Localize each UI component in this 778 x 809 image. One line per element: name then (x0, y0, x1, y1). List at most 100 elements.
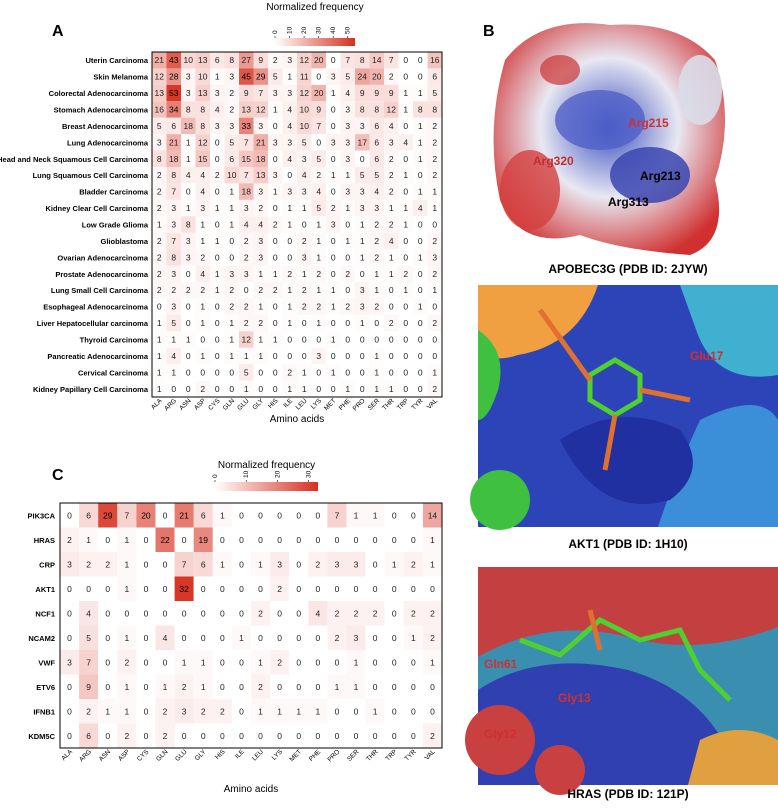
cell-label: 1 (302, 384, 307, 394)
heatmap-cell (289, 650, 309, 675)
cell-label: 1 (373, 510, 378, 520)
heatmap-cell (195, 282, 210, 299)
cell-label: 2 (277, 657, 282, 667)
cell-label: 2 (389, 170, 394, 180)
cell-label: 0 (354, 731, 359, 741)
cell-label: 4 (287, 105, 292, 115)
heatmap-cell (251, 650, 271, 675)
cell-label: 0 (403, 252, 408, 262)
cell-label: 1 (86, 535, 91, 545)
heatmap-cell (136, 625, 156, 650)
cell-label: 18 (169, 154, 179, 164)
cell-label: 0 (239, 706, 244, 716)
cell-label: 0 (258, 510, 263, 520)
column-label: ASP (117, 748, 131, 762)
heatmap-cell (413, 298, 428, 315)
colorbar-title: Normalized frequency (266, 2, 363, 13)
heatmap-cell (155, 601, 175, 626)
heatmap-cell (403, 527, 423, 552)
heatmap-cell (155, 674, 175, 699)
cell-label: 0 (389, 367, 394, 377)
cell-label: 3 (273, 170, 278, 180)
heatmap-cell (174, 625, 194, 650)
heatmap-cell (427, 134, 442, 151)
heatmap-cell (174, 552, 194, 577)
heatmap-cell (308, 601, 328, 626)
cell-label: 4 (200, 269, 205, 279)
cell-label: 0 (354, 706, 359, 716)
cell-label: 2 (200, 384, 205, 394)
heatmap-cell (308, 576, 328, 601)
heatmap-cell (403, 576, 423, 601)
cell-label: 16 (155, 105, 165, 115)
cell-label: 3 (331, 220, 336, 230)
heatmap-cell (384, 84, 399, 102)
heatmap-cell (253, 167, 268, 184)
heatmap-cell (268, 101, 283, 118)
residue-label: Arg213 (640, 169, 681, 183)
heatmap-cell (369, 265, 384, 282)
heatmap-cell (181, 84, 196, 102)
cell-label: 5 (229, 137, 234, 147)
cell-label: 4 (200, 170, 205, 180)
cell-label: 1 (157, 367, 162, 377)
heatmap-cell (152, 232, 167, 250)
cell-label: 20 (314, 88, 324, 98)
cell-label: 1 (302, 203, 307, 213)
heatmap-cell (384, 601, 404, 626)
heatmap-cell (193, 723, 213, 748)
cell-label: 1 (374, 351, 379, 361)
cell-label: 1 (258, 351, 263, 361)
cell-label: 1 (186, 137, 191, 147)
heatmap-cell (326, 134, 341, 151)
cell-label: 0 (144, 657, 149, 667)
cell-label: 2 (229, 105, 234, 115)
cell-label: 2 (430, 608, 435, 618)
cell-label: 0 (258, 584, 263, 594)
heatmap-cell (398, 216, 413, 233)
heatmap-cell (152, 249, 167, 266)
heatmap-cell (231, 552, 251, 577)
cell-label: 20 (314, 55, 324, 65)
cell-label: 0 (392, 608, 397, 618)
heatmap-cell (268, 117, 283, 135)
column-label: GLN (222, 397, 237, 412)
cell-label: 0 (315, 657, 320, 667)
heatmap-cell (270, 650, 290, 675)
cell-label: 0 (403, 187, 408, 197)
structure-apobec3g (493, 23, 725, 255)
heatmap-cell (166, 150, 181, 167)
heatmap-cell (427, 249, 442, 266)
cell-label: 0 (296, 510, 301, 520)
column-label: LYS (310, 397, 324, 411)
heatmap-cell (212, 552, 232, 577)
heatmap-cell (224, 167, 239, 184)
cell-label: 1 (432, 367, 437, 377)
cell-label: 13 (256, 170, 266, 180)
heatmap-cell (422, 527, 442, 552)
structure-caption: HRAS (PDB ID: 121P) (567, 787, 688, 801)
cell-label: 0 (373, 657, 378, 667)
heatmap-cell (268, 167, 283, 184)
cell-label: 0 (105, 633, 110, 643)
cell-label: 5 (244, 367, 249, 377)
cell-label: 0 (215, 302, 220, 312)
cell-label: 11 (300, 72, 309, 82)
heatmap-cell (369, 249, 384, 266)
cell-label: 2 (273, 285, 278, 295)
cell-label: 3 (345, 121, 350, 131)
column-label: LEU (295, 397, 309, 411)
column-label: SER (367, 397, 382, 412)
heatmap-cell (311, 232, 326, 250)
cell-label: 0 (273, 302, 278, 312)
cell-label: 0 (239, 731, 244, 741)
cell-label: 2 (157, 269, 162, 279)
heatmap-cell (152, 117, 167, 135)
cell-label: 2 (244, 252, 249, 262)
heatmap-cell (253, 117, 268, 135)
cell-label: 2 (316, 302, 321, 312)
heatmap-cell (253, 232, 268, 250)
cell-label: 3 (331, 137, 336, 147)
cell-label: 12 (387, 105, 397, 115)
heatmap-cell (340, 134, 355, 151)
